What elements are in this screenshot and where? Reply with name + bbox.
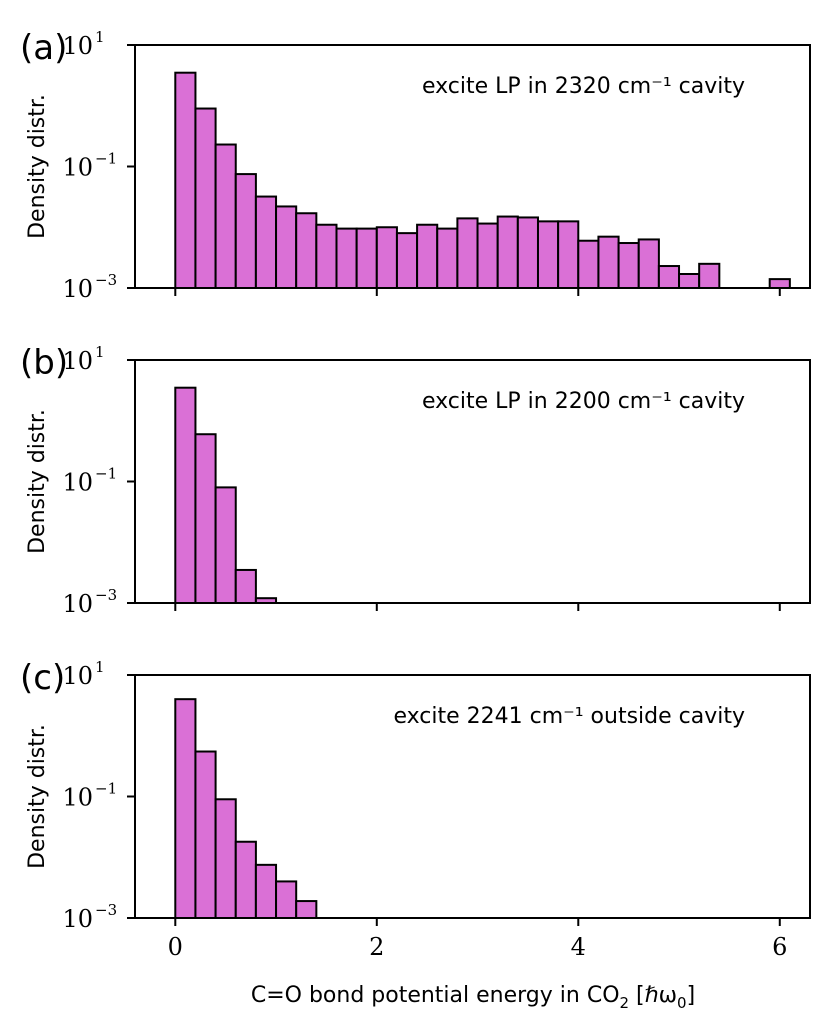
y-tick-exponent: −1 — [95, 780, 117, 798]
histogram-bar — [355, 227, 378, 289]
y-tick-exponent: −3 — [95, 586, 117, 604]
y-axis-label: Density distr. — [25, 94, 50, 239]
histogram-bar — [254, 195, 278, 289]
y-tick-label: 10 — [62, 590, 93, 618]
histogram-bar — [678, 273, 701, 289]
x-tick-label: 6 — [772, 933, 787, 961]
histogram-bar — [768, 278, 791, 289]
x-tick-label: 4 — [571, 933, 586, 961]
bars — [174, 386, 278, 605]
y-tick-exponent: −3 — [95, 271, 117, 289]
y-tick-label: 10 — [62, 784, 93, 812]
histogram-bar — [436, 227, 459, 289]
histogram-bar — [315, 223, 338, 290]
histogram-bar — [456, 217, 479, 290]
x-axis-label: C=O bond potential energy in CO2 [ℏω0] — [251, 983, 695, 1012]
histogram-bar — [214, 143, 237, 289]
histogram-bar — [275, 205, 298, 289]
histogram-bar — [536, 220, 560, 289]
histogram-bar — [657, 265, 681, 289]
panel-annotation: excite LP in 2200 cm⁻¹ cavity — [422, 389, 745, 414]
panel-label: (b) — [20, 343, 68, 383]
panel-annotation: excite LP in 2320 cm⁻¹ cavity — [422, 74, 745, 99]
histogram-bar — [194, 107, 217, 289]
histogram-bar — [496, 215, 519, 289]
histogram-bar — [254, 863, 278, 919]
histogram-bar — [194, 750, 217, 919]
histogram-bar — [295, 212, 318, 289]
histogram-bar — [234, 840, 257, 919]
x-axis: 0 2 4 6 C=O bond potential energy in CO2 [ℏω… — [168, 933, 788, 1012]
histogram-bar — [234, 568, 257, 605]
histogram-bar — [194, 433, 217, 605]
y-tick-exponent: 1 — [95, 28, 105, 46]
histogram-bar — [416, 223, 439, 290]
x-tick-label: 0 — [168, 933, 183, 961]
histogram-bar — [275, 880, 298, 920]
y-tick-exponent: −1 — [95, 150, 117, 168]
panel-label: (a) — [20, 28, 67, 68]
histogram-bar — [174, 71, 197, 290]
histogram-bar — [617, 242, 640, 289]
histogram-bar — [234, 173, 257, 289]
y-tick-exponent: −3 — [95, 901, 117, 919]
histogram-bar — [637, 238, 660, 289]
panel-label: (c) — [20, 658, 65, 698]
y-axis-label: Density distr. — [25, 724, 50, 869]
y-tick-label: 10 — [62, 469, 93, 497]
histogram-bar — [174, 698, 197, 920]
histogram-bar — [375, 226, 398, 289]
histogram-bar — [577, 239, 600, 289]
y-axis-label: Density distr. — [25, 409, 50, 554]
panel-annotation: excite 2241 cm⁻¹ outside cavity — [393, 704, 745, 729]
histogram-bar — [295, 900, 318, 920]
y-tick-exponent: 1 — [95, 658, 105, 676]
y-tick-exponent: 1 — [95, 343, 105, 361]
histogram-bar — [214, 486, 237, 604]
histogram-bar — [335, 227, 358, 289]
histogram-bar — [395, 232, 419, 289]
histogram-bar — [516, 216, 539, 290]
histogram-bar — [557, 220, 580, 289]
histogram-bar — [476, 222, 499, 289]
y-tick-label: 10 — [62, 275, 93, 303]
y-tick-label: 10 — [62, 662, 93, 690]
histogram-bar — [214, 798, 237, 920]
y-tick-label: 10 — [62, 905, 93, 933]
y-tick-exponent: −1 — [95, 465, 117, 483]
histogram-bar — [698, 262, 721, 289]
bars — [174, 698, 318, 920]
histogram-bar — [597, 235, 620, 289]
x-tick-label: 2 — [369, 933, 384, 961]
bars — [174, 71, 791, 290]
y-tick-label: 10 — [62, 154, 93, 182]
histogram-bar — [174, 386, 197, 605]
y-tick-label: 10 — [62, 347, 93, 375]
y-tick-label: 10 — [62, 32, 93, 60]
